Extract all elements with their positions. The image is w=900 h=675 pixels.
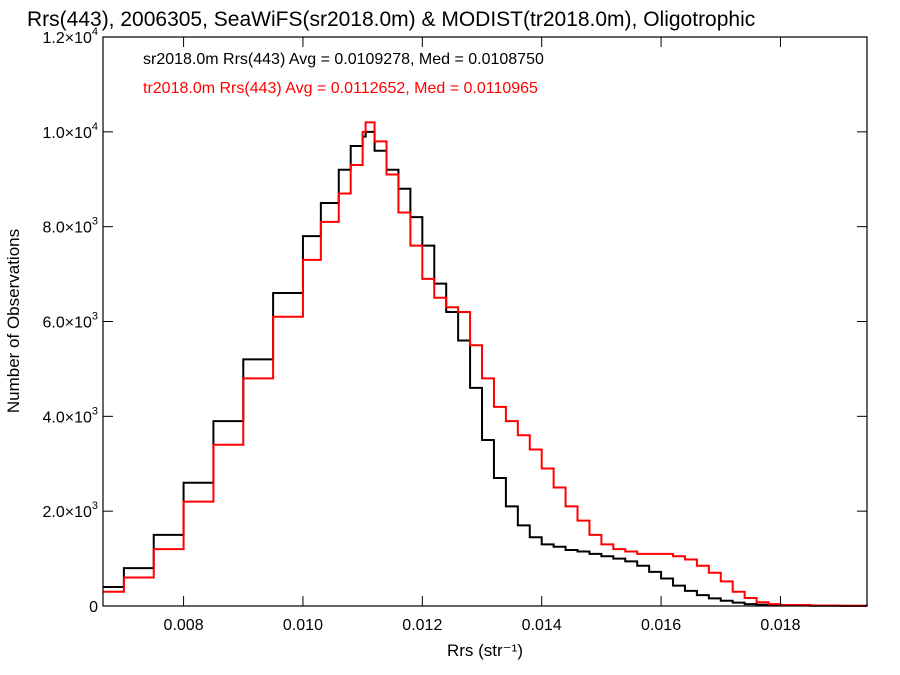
x-tick-label: 0.010 [283,617,323,634]
series-line-0 [103,130,868,607]
legend-entry-tr2018: tr2018.0m Rrs(443) Avg = 0.0112652, Med … [143,80,538,97]
y-tick-label: 2.0×103 [42,500,98,521]
y-tick-exponent: 4 [92,26,98,38]
y-tick-label: 0 [89,599,98,616]
series-line-1 [103,121,868,607]
y-tick-exponent: 3 [92,500,98,512]
y-axis: 0 2.0×103 4.0×103 6.0×103 8.0×103 1.0×104 1.2×… [42,26,867,616]
y-tick-label: 8.0×103 [42,216,98,237]
chart-title: Rrs(443), 2006305, SeaWiFS(sr2018.0m) & … [27,8,755,31]
plot-frame [102,36,868,607]
y-axis-label: Number of Observations [4,229,23,413]
y-tick-exponent: 3 [92,216,98,228]
x-axis-label: Rrs (str⁻¹) [447,641,523,660]
y-tick-label: 1.2×104 [42,26,98,47]
plot-area [103,121,868,607]
x-tick-label: 0.016 [641,617,681,634]
x-tick-label: 0.014 [522,617,562,634]
x-tick-label: 0.008 [164,617,204,634]
legend-entry-sr2018: sr2018.0m Rrs(443) Avg = 0.0109278, Med … [143,51,544,68]
x-tick-label: 0.018 [760,617,800,634]
y-tick-label: 4.0×103 [42,405,98,426]
x-axis: 0.008 0.010 0.012 0.014 0.016 0.018 [164,37,801,634]
y-tick-label: 6.0×103 [42,311,98,332]
y-tick-exponent: 4 [92,121,98,133]
y-tick-exponent: 3 [92,405,98,417]
y-tick-label: 1.0×104 [42,121,98,142]
x-tick-label: 0.012 [402,617,442,634]
y-tick-exponent: 3 [92,311,98,323]
